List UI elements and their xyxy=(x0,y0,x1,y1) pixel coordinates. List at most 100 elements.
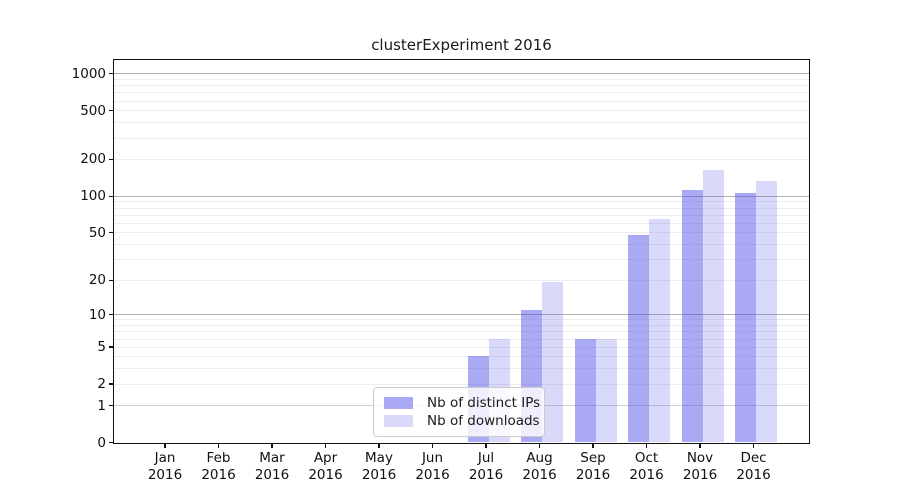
y-tick-mark-10 xyxy=(109,314,114,316)
legend-row-distinct-ips: Nb of distinct IPs xyxy=(384,394,540,412)
gridline-200 xyxy=(114,159,809,161)
x-tick-label-mar-2016: Mar 2016 xyxy=(240,450,304,484)
x-tick-label-sep-2016: Sep 2016 xyxy=(561,450,625,484)
gridline-20 xyxy=(114,279,809,281)
y-tick-label-200: 200 xyxy=(80,151,106,168)
x-tick-mark-jan-2016 xyxy=(164,443,166,449)
x-tick-label-line: 2016 xyxy=(682,467,718,483)
x-tick-label-line: 2016 xyxy=(254,467,290,483)
x-tick-label-jun-2016: Jun 2016 xyxy=(401,450,465,484)
gridline-10 xyxy=(114,314,809,316)
chart-title: clusterExperiment 2016 xyxy=(371,36,552,54)
gridline-5 xyxy=(114,346,809,348)
bar-dec-2016-nb-of-distinct-ips xyxy=(735,193,757,443)
gridline-900 xyxy=(114,79,809,80)
y-tick-mark-20 xyxy=(109,279,114,281)
x-tick-mark-mar-2016 xyxy=(271,443,273,449)
x-tick-mark-dec-2016 xyxy=(752,443,755,449)
x-tick-label-line: 2016 xyxy=(361,467,397,483)
x-tick-label-line: Jul xyxy=(477,450,495,466)
bars-layer xyxy=(114,60,809,443)
x-tick-mark-jul-2016 xyxy=(485,443,487,449)
x-tick-label-line: 2016 xyxy=(308,467,343,483)
bar-sep-2016-nb-of-downloads xyxy=(595,338,617,443)
bar-nov-2016-nb-of-distinct-ips xyxy=(681,189,703,443)
y-tick-mark-100 xyxy=(109,195,114,197)
legend-swatch-downloads xyxy=(384,415,413,427)
y-tick-mark-5 xyxy=(109,346,114,348)
x-tick-label-line: 2016 xyxy=(522,467,557,483)
bar-aug-2016-nb-of-downloads xyxy=(542,282,564,443)
y-tick-label-20: 20 xyxy=(88,272,106,289)
x-tick-mark-sep-2016 xyxy=(592,443,594,449)
bar-nov-2016-nb-of-downloads xyxy=(702,169,724,443)
x-tick-label-aug-2016: Aug 2016 xyxy=(508,450,572,484)
y-tick-label-100: 100 xyxy=(80,188,106,205)
x-tick-mark-may-2016 xyxy=(378,443,380,449)
gridline-60 xyxy=(114,222,809,224)
legend-label-distinct-ips: Nb of distinct IPs xyxy=(427,395,541,411)
gridline-40 xyxy=(114,244,809,245)
gridline-90 xyxy=(114,201,809,203)
gridline-300 xyxy=(114,137,809,139)
x-tick-mark-apr-2016 xyxy=(324,443,327,449)
x-tick-label-line: Jun xyxy=(421,450,444,466)
y-tick-mark-2 xyxy=(109,383,114,385)
gridline-2 xyxy=(114,383,809,385)
x-tick-label-line: 2016 xyxy=(468,467,504,483)
x-tick-label-dec-2016: Dec 2016 xyxy=(722,450,786,484)
y-tick-mark-1 xyxy=(109,405,114,407)
y-tick-mark-500 xyxy=(109,110,114,112)
gridline-4 xyxy=(114,356,809,358)
x-tick-label-oct-2016: Oct 2016 xyxy=(615,450,679,484)
x-tick-mark-oct-2016 xyxy=(645,443,648,449)
gridline-70 xyxy=(114,214,809,216)
gridline-800 xyxy=(114,85,809,87)
y-tick-mark-50 xyxy=(109,232,114,234)
gridline-6 xyxy=(114,338,809,340)
x-tick-label-line: Mar xyxy=(259,450,285,466)
gridline-80 xyxy=(114,207,809,209)
x-tick-label-may-2016: May 2016 xyxy=(347,450,411,484)
gridline-700 xyxy=(114,92,809,94)
x-tick-label-line: Oct xyxy=(634,450,659,466)
x-tick-label-feb-2016: Feb 2016 xyxy=(187,450,251,484)
y-tick-label-1: 1 xyxy=(97,397,106,414)
y-tick-mark-1000 xyxy=(109,73,114,75)
x-tick-label-line: Jan xyxy=(154,450,176,466)
gridline-9 xyxy=(114,319,809,321)
gridline-1000 xyxy=(114,73,809,75)
y-tick-label-2: 2 xyxy=(97,376,106,392)
x-tick-label-jan-2016: Jan 2016 xyxy=(133,450,197,484)
x-tick-label-line: 2016 xyxy=(201,467,236,483)
x-tick-label-line: Nov xyxy=(686,450,714,466)
legend-label-downloads: Nb of downloads xyxy=(427,413,540,429)
legend-row-downloads: Nb of downloads xyxy=(384,412,540,430)
x-tick-label-line: 2016 xyxy=(575,467,611,483)
x-tick-label-nov-2016: Nov 2016 xyxy=(668,450,732,484)
x-tick-label-line: Sep xyxy=(580,450,606,466)
x-tick-label-apr-2016: Apr 2016 xyxy=(294,450,358,484)
gridline-500 xyxy=(114,110,809,112)
y-tick-label-500: 500 xyxy=(80,102,106,119)
gridline-7 xyxy=(114,331,809,333)
x-tick-label-line: 2016 xyxy=(629,467,664,483)
x-tick-label-line: 2016 xyxy=(415,467,450,483)
x-tick-label-line: 2016 xyxy=(147,467,183,483)
y-tick-label-50: 50 xyxy=(88,224,106,241)
gridline-30 xyxy=(114,259,809,260)
gridline-50 xyxy=(114,232,809,234)
y-tick-label-0: 0 xyxy=(97,434,106,451)
bar-oct-2016-nb-of-distinct-ips xyxy=(628,234,650,443)
bar-dec-2016-nb-of-downloads xyxy=(756,180,778,443)
gridline-400 xyxy=(114,122,809,124)
bar-sep-2016-nb-of-distinct-ips xyxy=(574,338,596,443)
y-tick-mark-0 xyxy=(109,442,114,444)
y-tick-mark-200 xyxy=(109,158,114,161)
y-tick-label-10: 10 xyxy=(88,306,106,323)
legend: Nb of distinct IPs Nb of downloads xyxy=(373,387,545,437)
x-tick-label-line: 2016 xyxy=(736,467,771,483)
bar-oct-2016-nb-of-downloads xyxy=(649,219,671,443)
legend-swatch-distinct-ips xyxy=(384,397,413,409)
